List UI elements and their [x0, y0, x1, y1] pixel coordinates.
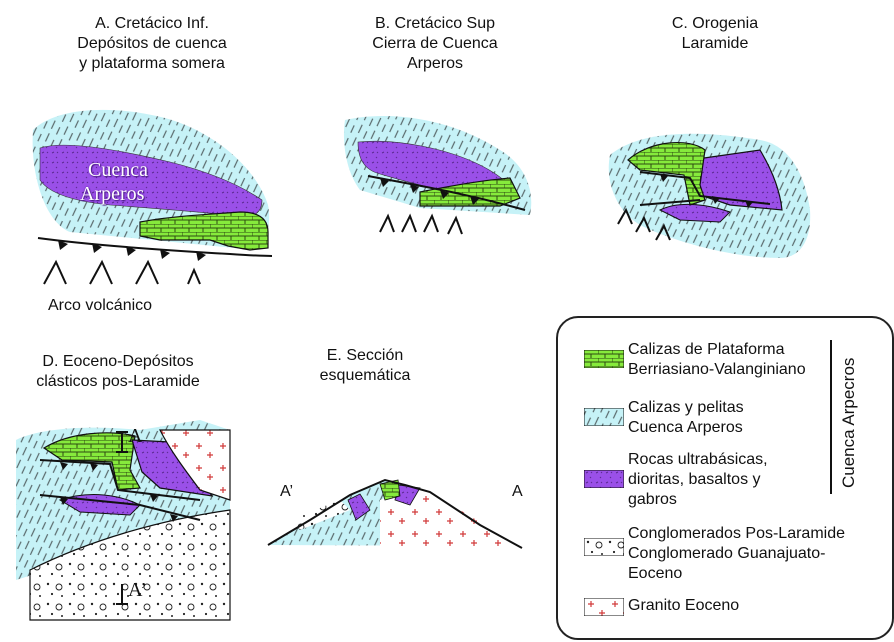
legend-mafic-line2: dioritas, basaltos y — [628, 471, 761, 488]
legend-mafic-line3: gabros — [628, 491, 677, 508]
panel-b-drawing — [343, 115, 532, 235]
legend-basin-line2: Cuenca Arperos — [628, 419, 743, 436]
panel-c-drawing — [608, 133, 811, 258]
panel-c-platform — [627, 141, 706, 206]
legend-mafic-line1: Rocas ultrabásicas, — [628, 451, 768, 468]
panel-d-title-line1: D. Eoceno-Depósitos — [42, 353, 194, 370]
panel-a-drawing — [32, 109, 273, 285]
panel-e-title: E. Sección esquemática — [290, 346, 440, 386]
legend-text-basin: Calizas y pelitas Cuenca Arperos — [628, 398, 744, 438]
legend-swatch-conglomerate — [584, 538, 624, 556]
legend-granite-line1: Granito Eoceno — [628, 597, 740, 614]
panel-a-mafic — [39, 144, 263, 217]
panel-a-title-line1: A. Cretácico Inf. — [95, 15, 209, 32]
panel-e-mafic — [347, 493, 371, 521]
legend-box: Calizas de Plataforma Berriasiano-Valang… — [556, 316, 894, 640]
legend-text-granite: Granito Eoceno — [628, 596, 739, 616]
panel-c-title-line2: Laramide — [681, 35, 749, 52]
panel-e-drawing — [267, 478, 523, 549]
panel-e-left-end: A’ — [280, 483, 294, 500]
panel-a-platform — [139, 211, 269, 251]
panel-d-title: D. Eoceno-Depósitos clásticos pos-Larami… — [0, 352, 236, 392]
panel-d-marker-a2: A’ — [128, 579, 147, 601]
panel-a-title-line2: Depósitos de cuenca — [77, 35, 227, 52]
legend-swatch-platform — [584, 350, 624, 368]
legend-basin-line1: Calizas y pelitas — [628, 399, 744, 416]
panel-c-volcanoes — [617, 207, 671, 241]
panel-d-drawing — [16, 420, 231, 621]
legend-text-mafic: Rocas ultrabásicas, dioritas, basaltos y… — [628, 450, 768, 510]
panel-a-title: A. Cretácico Inf. Depósitos de cuenca y … — [52, 14, 252, 74]
legend-text-platform: Calizas de Plataforma Berriasiano-Valang… — [628, 340, 806, 380]
legend-group-label: Cuenca Arpecros — [839, 357, 858, 488]
legend-conglomerate-line2: Conglomerado Guanajuato- — [628, 545, 826, 562]
panel-b-title-line2: Cierra de Cuenca — [372, 35, 498, 52]
panel-d-title-line2: clásticos pos-Laramide — [36, 373, 200, 390]
legend-swatch-basin — [584, 408, 624, 426]
panel-a-thrust — [37, 237, 273, 257]
panel-c-mafic-lower — [658, 203, 731, 223]
legend-swatch-granite — [584, 598, 624, 616]
arc-label: Arco volcánico — [48, 297, 153, 314]
basin-label-line1: Cuenca — [88, 159, 148, 181]
basin-label: Cuenca Arperos — [80, 158, 148, 206]
legend-platform-line2: Berriasiano-Valanginiano — [628, 361, 806, 378]
panel-c-mafic — [689, 149, 783, 211]
panel-d-thrusts — [39, 459, 201, 521]
legend-platform-line1: Calizas de Plataforma — [628, 341, 785, 358]
panel-b-volcanoes — [379, 213, 463, 235]
panel-b-title-line3: Arperos — [406, 55, 464, 72]
panel-e-title-line1: E. Sección — [326, 347, 404, 364]
legend-conglomerate-line3: Eoceno — [628, 565, 683, 582]
panel-a-title-line3: y plataforma somera — [79, 55, 225, 72]
panel-c-title-line1: C. Orogenia — [671, 15, 759, 32]
panel-b-thrust — [367, 175, 526, 211]
legend-text-conglomerate: Conglomerados Pos-Laramide Conglomerado … — [628, 524, 845, 584]
panel-e-granite — [380, 486, 520, 546]
panel-b-title: B. Cretácico Sup Cierra de Cuenca Arpero… — [350, 14, 520, 74]
panel-d-marker-a: A — [128, 425, 143, 447]
panel-d-granite — [159, 429, 231, 501]
panel-a-teeth — [58, 240, 206, 261]
basin-label-line2: Arperos — [80, 183, 145, 205]
legend-swatch-mafic — [584, 470, 624, 488]
panel-e-profile — [267, 478, 523, 549]
panel-e-right-end: A — [512, 483, 523, 500]
legend-conglomerate-line1: Conglomerados Pos-Laramide — [628, 525, 845, 542]
panel-c-thrust — [639, 171, 771, 206]
panel-d-section-line — [116, 431, 128, 605]
legend-group-bracket — [830, 340, 832, 494]
panel-b-title-line1: B. Cretácico Sup — [374, 15, 496, 32]
panel-d-conglomerate — [29, 509, 231, 621]
panel-c-title: C. Orogenia Laramide — [640, 14, 790, 54]
panel-a-volcanoes — [43, 259, 201, 285]
panel-e-title-line2: esquemática — [319, 367, 411, 384]
